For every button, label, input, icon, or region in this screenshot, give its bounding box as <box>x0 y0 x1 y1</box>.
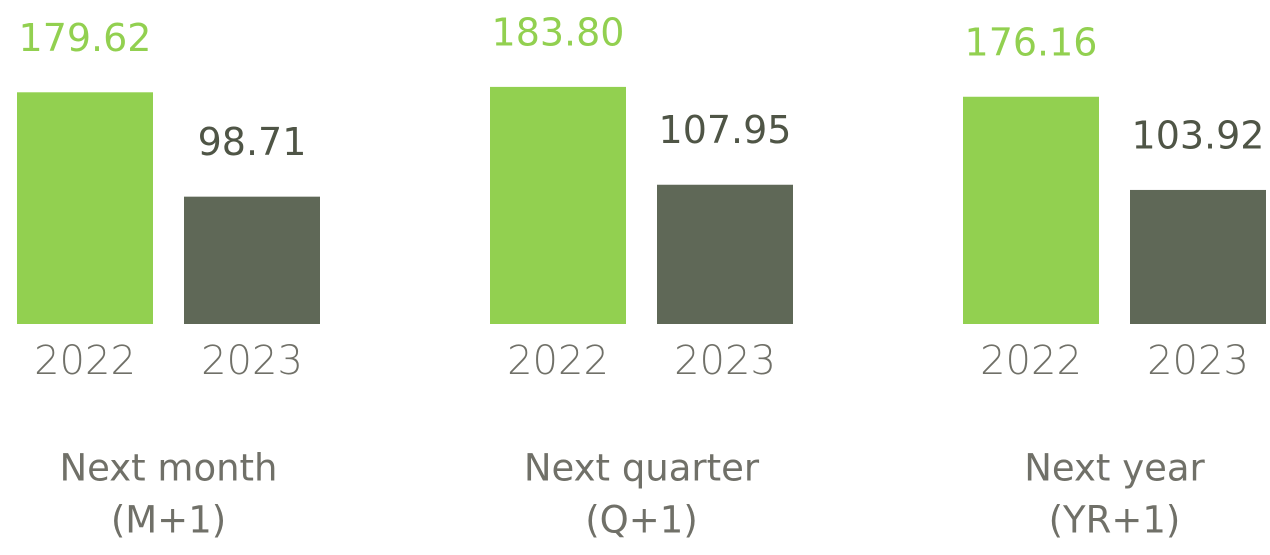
bar <box>963 96 1099 324</box>
panel-subtitle: (YR+1) <box>1049 499 1181 542</box>
category-label: 2022 <box>507 338 609 384</box>
panel-title: Next month <box>59 447 277 490</box>
bar <box>17 92 153 325</box>
panel-subtitle: (Q+1) <box>585 499 698 542</box>
bar <box>184 196 320 324</box>
panel-title: Next year <box>1024 447 1205 490</box>
panel-title: Next quarter <box>524 447 760 490</box>
value-label: 107.95 <box>659 108 792 152</box>
bar <box>490 86 626 324</box>
category-label: 2023 <box>201 338 303 384</box>
category-label: 2023 <box>674 338 776 384</box>
panel-subtitle: (M+1) <box>111 499 226 542</box>
bar <box>1130 189 1266 324</box>
category-label: 2022 <box>34 338 136 384</box>
value-label: 179.62 <box>19 16 152 60</box>
bar <box>657 184 793 324</box>
value-label: 176.16 <box>965 20 1098 64</box>
category-label: 2023 <box>1147 338 1249 384</box>
value-label: 98.71 <box>198 120 307 164</box>
value-label: 183.80 <box>492 10 625 54</box>
category-label: 2022 <box>980 338 1082 384</box>
value-label: 103.92 <box>1132 113 1265 157</box>
